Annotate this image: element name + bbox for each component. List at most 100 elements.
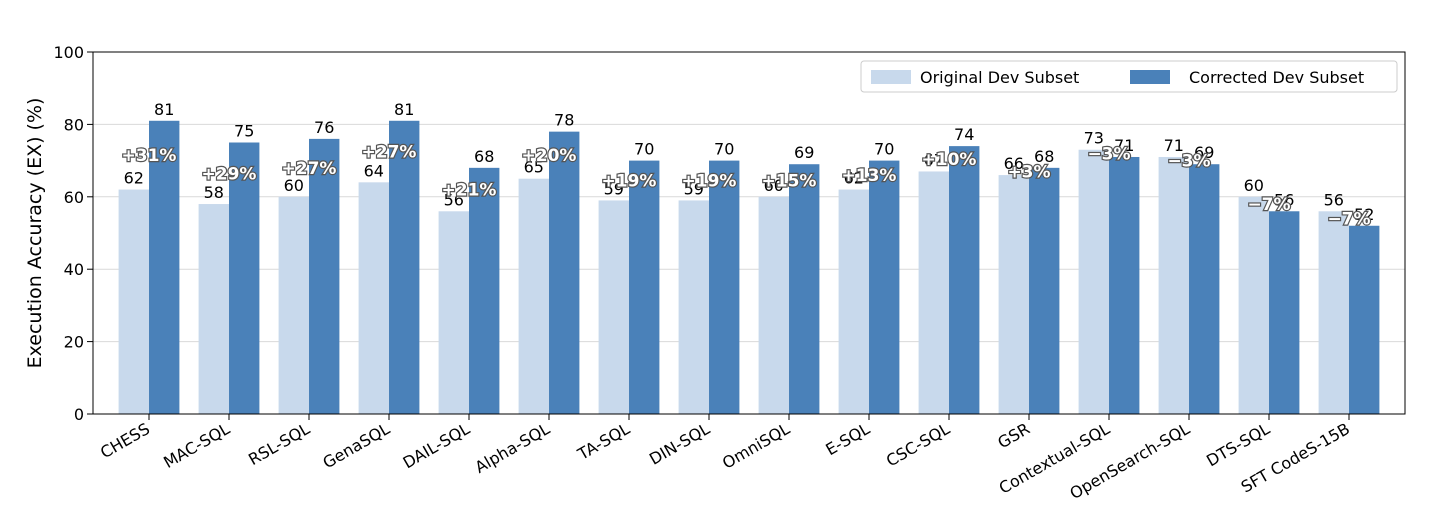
value-label-original: 58 <box>204 183 224 202</box>
value-label-original: 62 <box>844 169 864 188</box>
value-label-corrected: 70 <box>874 140 894 159</box>
y-tick-label: 80 <box>64 115 84 134</box>
bar-corrected <box>789 164 820 414</box>
y-tick-label: 0 <box>74 405 84 424</box>
x-tick-label: TA-SQL <box>574 419 633 464</box>
bar-corrected <box>869 160 900 414</box>
value-label-corrected: 70 <box>634 140 654 159</box>
bar-corrected <box>1269 211 1300 414</box>
bar-corrected <box>149 120 180 414</box>
x-tick-label: RSL-SQL <box>245 419 313 469</box>
bar-original <box>358 182 389 414</box>
value-label-corrected: 81 <box>154 100 174 119</box>
change-annotation: −7% <box>1247 195 1290 215</box>
value-label-original: 62 <box>124 169 144 188</box>
value-label-corrected: 69 <box>1194 143 1214 162</box>
value-label-original: 64 <box>364 161 384 180</box>
bar-original <box>1158 156 1189 415</box>
value-label-corrected: 71 <box>1114 136 1134 155</box>
bar-original <box>518 178 549 414</box>
value-label-original: 65 <box>524 158 544 177</box>
change-annotation: −7% <box>1327 210 1370 230</box>
value-label-corrected: 70 <box>714 140 734 159</box>
bar-corrected <box>949 146 980 414</box>
bar-original <box>118 189 149 414</box>
change-annotation: +27% <box>282 159 337 179</box>
bar-original <box>198 204 229 414</box>
bar-original <box>758 196 789 414</box>
legend-entry-label: Original Dev Subset <box>920 68 1079 87</box>
legend: Original Dev Subset Corrected Dev Subset <box>860 60 1398 93</box>
legend-swatch <box>871 70 911 84</box>
value-label-corrected: 78 <box>554 111 574 130</box>
bar-original <box>918 171 949 414</box>
value-label-corrected: 81 <box>394 100 414 119</box>
x-tick-label: DIN-SQL <box>646 419 713 469</box>
value-label-original: 71 <box>1164 136 1184 155</box>
change-annotation: −3% <box>1167 152 1210 172</box>
bar-original <box>598 200 629 414</box>
value-label-corrected: 69 <box>794 143 814 162</box>
x-tick-label: DAIL-SQL <box>400 419 473 472</box>
y-tick-label: 60 <box>64 188 84 207</box>
bar-corrected <box>709 160 740 414</box>
y-tick-label: 40 <box>64 260 84 279</box>
value-label-corrected: 75 <box>234 122 254 141</box>
change-annotation: +15% <box>762 172 817 192</box>
change-annotation: +3% <box>1007 162 1050 182</box>
bar-original <box>678 200 709 414</box>
change-annotation: +21% <box>442 181 497 201</box>
bar-original <box>278 196 309 414</box>
x-tick-label: CSC-SQL <box>883 419 953 470</box>
value-label-original: 59 <box>604 179 624 198</box>
bar-corrected <box>1349 225 1380 414</box>
bar-corrected <box>229 142 260 414</box>
bar-corrected <box>389 120 420 414</box>
x-tick-label: MAC-SQL <box>160 419 233 472</box>
bar-corrected <box>1109 156 1140 415</box>
bars <box>118 120 1380 415</box>
value-label-original: 60 <box>1244 176 1264 195</box>
change-annotation: +19% <box>682 172 737 192</box>
change-annotation: +31% <box>122 146 177 166</box>
bar-corrected <box>1189 164 1220 414</box>
legend-box <box>860 60 1398 93</box>
legend-entry-label: Corrected Dev Subset <box>1189 68 1364 87</box>
y-axis-label: Execution Accuracy (EX) (%) <box>24 98 46 369</box>
x-tick-label: OmniSQL <box>719 419 793 473</box>
bar-original <box>998 175 1029 414</box>
bar-original <box>1078 149 1109 415</box>
x-tick-label: GSR <box>994 419 1033 452</box>
x-tick-label: DTS-SQL <box>1203 419 1273 470</box>
bar-corrected <box>309 138 340 414</box>
bar-original <box>1238 196 1269 414</box>
value-label-corrected: 74 <box>954 125 974 144</box>
legend-swatch <box>1130 70 1170 84</box>
change-annotation: +29% <box>202 164 257 184</box>
value-label-corrected: 56 <box>1274 190 1294 209</box>
x-tick-label: GenaSQL <box>320 419 394 472</box>
y-tick-label: 100 <box>53 43 84 62</box>
value-label-corrected: 52 <box>1354 205 1374 224</box>
value-label-original: 56 <box>444 190 464 209</box>
y-tick-label: 20 <box>64 333 84 352</box>
change-annotation: +27% <box>362 143 417 163</box>
x-tick-label: Alpha-SQL <box>472 419 553 477</box>
value-label-original: 60 <box>764 176 784 195</box>
bar-original <box>1318 211 1349 414</box>
change-annotation: +13% <box>842 166 897 186</box>
value-label-original: 73 <box>1084 129 1104 148</box>
value-label-original: 56 <box>1324 190 1344 209</box>
bar-corrected <box>469 167 500 414</box>
change-annotation: +10% <box>922 150 977 170</box>
plot-frame <box>92 51 1406 415</box>
bar-corrected <box>1029 167 1060 414</box>
value-label-original: 59 <box>684 179 704 198</box>
value-label-original: 67 <box>924 150 944 169</box>
bar-original <box>438 211 469 414</box>
change-annotation: +19% <box>602 172 657 192</box>
change-annotation: −3% <box>1087 144 1130 164</box>
x-tick-label: E-SQL <box>822 419 873 459</box>
value-label-corrected: 68 <box>474 147 494 166</box>
